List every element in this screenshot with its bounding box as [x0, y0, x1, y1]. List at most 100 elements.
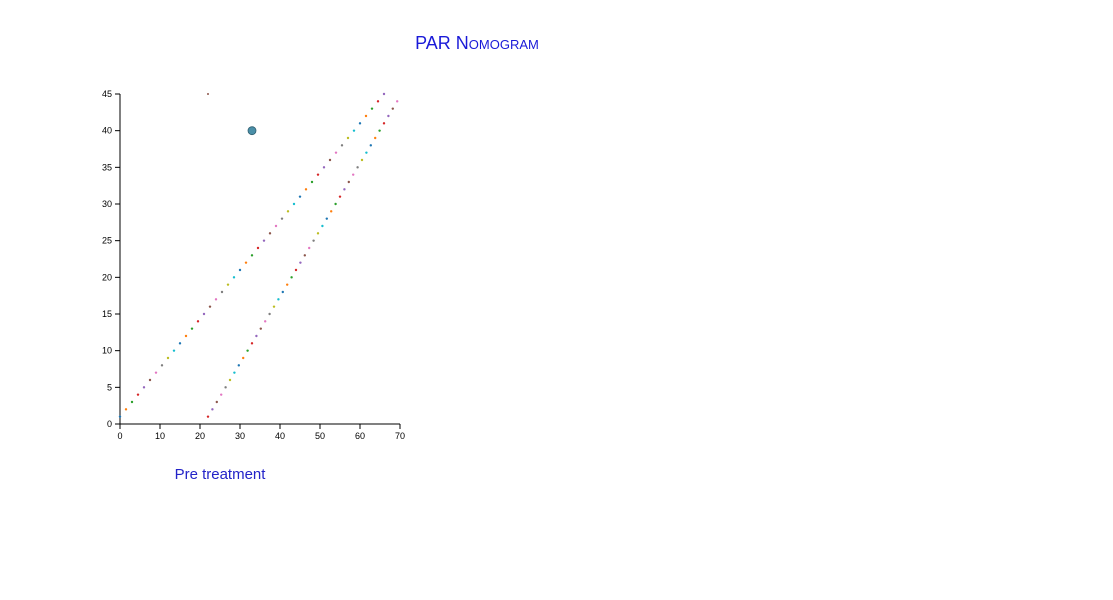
page-title: PAR Nomogram — [415, 33, 539, 53]
data-point — [382, 122, 386, 125]
data-point — [136, 393, 140, 396]
y-tick-label: 0 — [107, 419, 112, 429]
data-point — [246, 349, 249, 352]
data-point — [298, 195, 302, 198]
data-point — [343, 188, 346, 191]
y-tick-label: 45 — [102, 89, 112, 99]
data-point — [360, 158, 364, 162]
data-point — [286, 283, 289, 286]
data-point — [358, 122, 362, 125]
data-point — [250, 254, 254, 257]
data-point — [346, 136, 350, 140]
x-tick-label: 50 — [315, 431, 325, 441]
data-point — [325, 217, 328, 220]
data-point — [378, 129, 381, 132]
y-tick-label: 35 — [102, 162, 112, 172]
data-point — [215, 400, 218, 404]
data-point — [226, 283, 230, 286]
y-tick-label: 10 — [102, 346, 112, 356]
data-point — [220, 393, 223, 396]
data-point — [148, 378, 152, 382]
data-point — [208, 305, 212, 308]
data-point — [310, 180, 314, 184]
data-point — [190, 327, 194, 330]
y-tick-label: 15 — [102, 309, 112, 319]
x-tick-label: 10 — [155, 431, 165, 441]
data-point — [316, 173, 320, 176]
data-point — [396, 100, 399, 103]
data-point — [256, 246, 260, 250]
x-axis-label: Pre treatment — [174, 466, 266, 483]
x-tick-label: 70 — [395, 431, 405, 441]
data-point — [268, 312, 271, 316]
data-point — [238, 268, 242, 272]
data-point — [255, 334, 258, 338]
x-tick-label: 60 — [355, 431, 365, 441]
data-point — [160, 364, 164, 367]
data-point — [207, 93, 209, 95]
data-point — [338, 195, 342, 198]
data-point — [264, 320, 267, 323]
data-point — [124, 408, 128, 411]
data-point — [299, 261, 302, 264]
data-point — [290, 276, 293, 279]
data-point — [242, 356, 245, 360]
data-point — [154, 371, 158, 374]
data-point — [206, 415, 210, 418]
data-point — [244, 261, 248, 264]
data-point — [172, 349, 176, 352]
data-point — [347, 180, 350, 184]
data-point — [356, 166, 359, 169]
data-point — [322, 166, 326, 169]
data-point — [391, 107, 394, 110]
data-point — [334, 151, 338, 154]
data-point — [280, 217, 284, 220]
y-tick-label: 25 — [102, 236, 112, 246]
data-point — [365, 151, 368, 154]
data-point — [259, 327, 262, 330]
data-point — [184, 334, 188, 338]
data-point — [382, 92, 386, 96]
data-point — [224, 386, 227, 389]
y-tick-label: 40 — [102, 126, 112, 136]
data-point — [369, 144, 372, 147]
data-point — [214, 298, 218, 301]
data-point — [352, 129, 356, 132]
data-point — [286, 210, 290, 213]
data-point — [274, 224, 278, 228]
data-point — [211, 408, 214, 411]
data-point — [352, 173, 355, 176]
data-point — [312, 239, 315, 242]
data-point — [272, 305, 276, 308]
y-tick-label: 20 — [102, 272, 112, 282]
data-point — [304, 188, 308, 191]
data-point — [228, 378, 232, 382]
data-point — [268, 232, 272, 235]
data-point — [292, 202, 296, 206]
data-point — [250, 342, 254, 345]
x-tick-label: 40 — [275, 431, 285, 441]
data-point — [142, 386, 146, 389]
data-point — [330, 210, 333, 213]
data-point — [166, 356, 170, 360]
data-point — [233, 371, 236, 374]
data-point — [316, 232, 320, 235]
data-point — [220, 290, 224, 294]
x-tick-label: 0 — [117, 431, 122, 441]
x-tick-label: 30 — [235, 431, 245, 441]
highlighted-point — [247, 126, 257, 136]
data-point — [262, 239, 266, 242]
data-point — [303, 254, 306, 257]
data-point — [118, 415, 122, 418]
data-point — [294, 268, 298, 272]
data-point — [334, 202, 337, 206]
data-point — [130, 400, 134, 404]
x-tick-label: 20 — [195, 431, 205, 441]
data-point — [370, 107, 374, 110]
data-point — [277, 298, 280, 301]
data-point — [178, 342, 182, 345]
data-point — [340, 144, 344, 147]
data-point — [364, 114, 368, 118]
